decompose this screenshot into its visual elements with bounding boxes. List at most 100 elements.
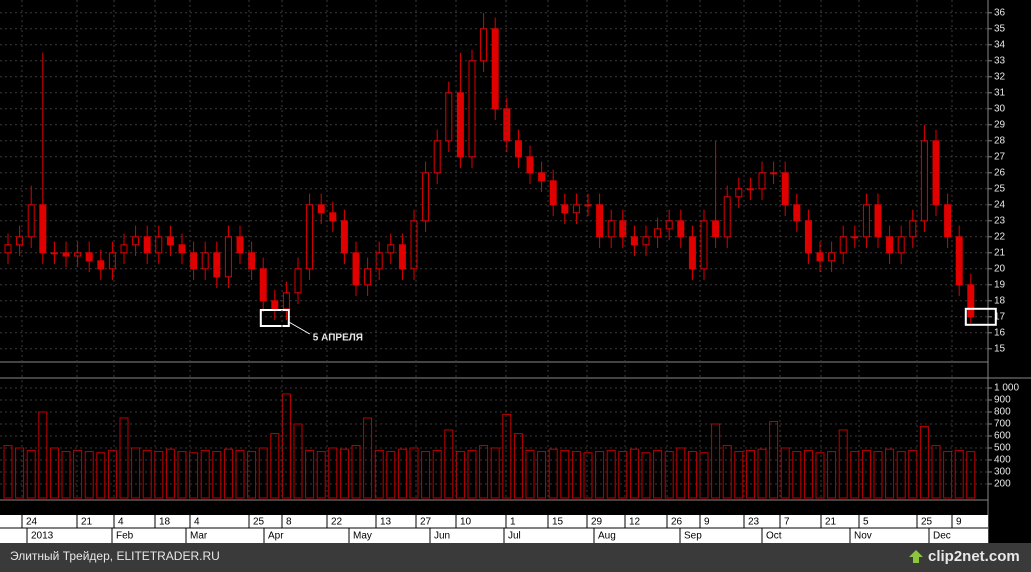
- x-month-label: May: [353, 531, 372, 542]
- volume-bar: [96, 452, 106, 499]
- volume-bar: [223, 448, 233, 499]
- x-day-label: 4: [118, 517, 124, 528]
- candle-body: [155, 236, 163, 254]
- volume-bar: [351, 445, 361, 499]
- volume-bar: [548, 448, 558, 499]
- candle-body: [422, 172, 430, 222]
- candle-body: [503, 108, 511, 142]
- y-tick-label: 600: [994, 431, 1011, 442]
- candle-body: [642, 236, 650, 246]
- volume-bar: [815, 452, 825, 499]
- volume-bar: [305, 449, 315, 499]
- volume-bar: [165, 448, 175, 499]
- candle-body: [433, 140, 441, 174]
- candle-body: [665, 220, 673, 230]
- candle-body: [851, 236, 859, 239]
- x-day-label: 25: [253, 517, 265, 528]
- candle-body: [340, 220, 348, 254]
- highlight-box: [964, 307, 997, 326]
- x-day-label: 25: [921, 517, 933, 528]
- candle-body: [654, 228, 662, 238]
- x-month-label: Feb: [116, 531, 134, 542]
- volume-bar: [467, 449, 477, 499]
- y-tick-label: 35: [994, 23, 1006, 34]
- x-day-label: 27: [420, 517, 432, 528]
- annotation-leader: [288, 321, 311, 335]
- volume-bar: [339, 448, 349, 499]
- x-day-label: 13: [380, 517, 392, 528]
- x-month-label: Jun: [434, 531, 450, 542]
- x-day-label: 29: [591, 517, 603, 528]
- volume-bar: [687, 451, 697, 499]
- x-day-label: 21: [825, 517, 837, 528]
- y-tick-label: 25: [994, 183, 1006, 194]
- volume-bar: [258, 447, 268, 499]
- x-day-label: 12: [629, 517, 641, 528]
- x-month-label: Mar: [190, 531, 208, 542]
- candle-body: [50, 252, 58, 255]
- volume-bar: [896, 451, 906, 499]
- volume-bar: [595, 451, 605, 499]
- candle-body: [166, 236, 174, 246]
- x-month-label: 2013: [31, 531, 54, 542]
- candle-body: [932, 140, 940, 206]
- candle-body: [514, 140, 522, 158]
- footer-bar: [0, 543, 1031, 572]
- candle-body: [364, 268, 372, 286]
- y-tick-label: 800: [994, 407, 1011, 418]
- volume-bar: [861, 449, 871, 499]
- candle-body: [619, 220, 627, 238]
- volume-bar: [850, 451, 860, 499]
- volume-bar: [421, 451, 431, 499]
- volume-bar: [49, 447, 59, 499]
- candle-body: [944, 204, 952, 238]
- volume-bar: [943, 451, 953, 499]
- candle-body: [874, 204, 882, 238]
- y-tick-label: 200: [994, 479, 1011, 490]
- volume-bar: [490, 447, 500, 499]
- candle-body: [329, 212, 337, 222]
- candle-body: [282, 292, 290, 310]
- candle-body: [886, 236, 894, 254]
- candle-body: [526, 156, 534, 174]
- volume-bar: [966, 451, 976, 499]
- x-day-label: 1: [510, 517, 516, 528]
- candle-body: [909, 220, 917, 238]
- volume-bar: [107, 449, 117, 499]
- logo: clip2net.com: [909, 548, 1020, 565]
- candle-body: [572, 204, 580, 214]
- candle-body: [132, 236, 140, 246]
- volume-bar: [374, 449, 384, 499]
- volume-bar: [235, 449, 245, 499]
- volume-bar: [803, 449, 813, 499]
- volume-bar: [606, 449, 616, 499]
- candle-body: [596, 204, 604, 238]
- volume-bar: [792, 451, 802, 499]
- volume-bar: [455, 451, 465, 499]
- candle-body: [804, 220, 812, 254]
- candle-body: [677, 220, 685, 238]
- volume-bar: [26, 449, 36, 499]
- y-tick-label: 31: [994, 87, 1006, 98]
- candle-body: [213, 252, 221, 278]
- candle-body: [352, 252, 360, 286]
- candle-body: [294, 268, 302, 294]
- candle-body: [387, 244, 395, 254]
- x-day-label: 22: [331, 517, 343, 528]
- candle-body: [735, 188, 743, 198]
- y-tick-label: 30: [994, 103, 1006, 114]
- x-day-label: 15: [552, 517, 564, 528]
- x-day-label: 9: [704, 517, 710, 528]
- volume-bar: [525, 449, 535, 499]
- volume-bar: [212, 451, 222, 499]
- volume-bar: [885, 448, 895, 499]
- candle-body: [259, 268, 267, 302]
- candle-body: [723, 196, 731, 238]
- logo-text: clip2net.com: [928, 548, 1020, 565]
- candle-body: [236, 236, 244, 254]
- candle-body: [491, 28, 499, 110]
- volume-bar: [444, 429, 454, 499]
- y-tick-label: 32: [994, 71, 1006, 82]
- x-day-label: 23: [748, 517, 760, 528]
